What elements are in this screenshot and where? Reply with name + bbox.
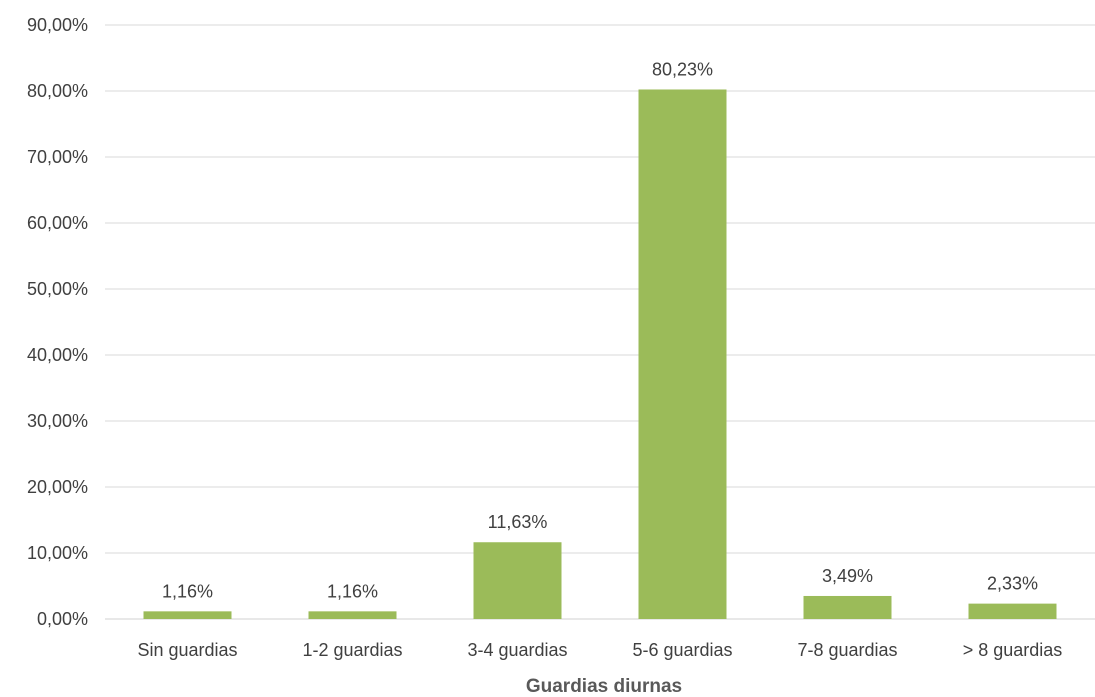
y-tick-label: 40,00% xyxy=(27,345,88,365)
data-label: 3,49% xyxy=(822,566,873,586)
x-tick-label: Sin guardias xyxy=(137,640,237,660)
y-tick-label: 50,00% xyxy=(27,279,88,299)
gridlines xyxy=(105,24,1095,620)
y-tick-label: 60,00% xyxy=(27,213,88,233)
y-tick-label: 70,00% xyxy=(27,147,88,167)
y-tick-label: 20,00% xyxy=(27,477,88,497)
y-axis-ticks: 0,00% 10,00% 20,00% 30,00% 40,00% 50,00% 60,00… xyxy=(27,15,88,629)
y-tick-label: 10,00% xyxy=(27,543,88,563)
bar xyxy=(308,611,397,619)
y-tick-label: 90,00% xyxy=(27,15,88,35)
bars xyxy=(143,89,1057,620)
bar xyxy=(638,89,727,620)
x-tick-label: 3-4 guardias xyxy=(467,640,567,660)
data-label: 1,16% xyxy=(327,581,378,601)
bar xyxy=(473,542,562,619)
x-tick-label: 5-6 guardias xyxy=(632,640,732,660)
bar xyxy=(968,603,1057,619)
x-tick-label: > 8 guardias xyxy=(963,640,1063,660)
data-label: 1,16% xyxy=(162,581,213,601)
x-axis-title: Guardias diurnas xyxy=(526,676,682,697)
data-label: 80,23% xyxy=(652,59,713,79)
x-axis-ticks: Sin guardias 1-2 guardias 3-4 guardias 5-6 … xyxy=(137,640,1062,660)
y-tick-label: 30,00% xyxy=(27,411,88,431)
data-label: 11,63% xyxy=(488,512,548,532)
bar xyxy=(803,595,892,619)
x-tick-label: 7-8 guardias xyxy=(797,640,897,660)
x-tick-label: 1-2 guardias xyxy=(302,640,402,660)
data-labels: 1,16% 1,16% 11,63% 80,23% 3,49% 2,33% xyxy=(162,59,1038,601)
y-tick-label: 0,00% xyxy=(37,609,88,629)
data-label: 2,33% xyxy=(987,574,1038,594)
bar xyxy=(143,611,232,619)
y-tick-label: 80,00% xyxy=(27,81,88,101)
